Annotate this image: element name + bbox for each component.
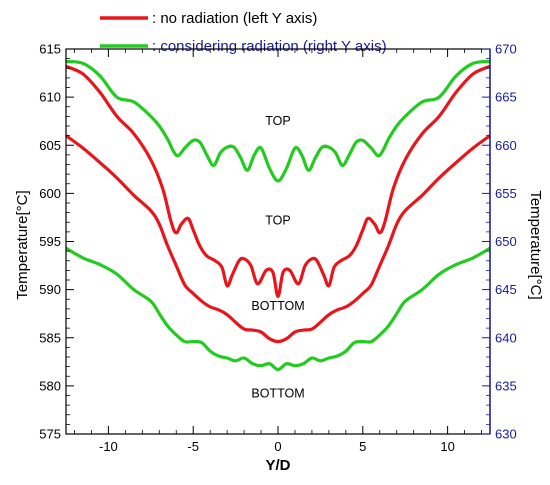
- annotation-top-0: TOP: [265, 114, 290, 128]
- plot-frame: [65, 48, 491, 435]
- left-y-tick-label: 605: [39, 138, 61, 153]
- legend: : no radiation (left Y axis) : consideri…: [100, 10, 387, 55]
- left-y-tick-label: 610: [39, 90, 61, 105]
- x-axis-title: Y/D: [265, 457, 290, 474]
- left-y-tick-label: 585: [39, 330, 61, 345]
- x-tick-label: -10: [99, 439, 118, 454]
- right-y-tick-label: 630: [495, 427, 517, 442]
- left-y-tick-label: 615: [39, 42, 61, 57]
- annotation-bottom-2: BOTTOM: [251, 299, 304, 313]
- right-y-tick-label: 670: [495, 42, 517, 57]
- right-y-tick-label: 635: [495, 378, 517, 393]
- plot-area: -10 -5 0 5 10 575 580 585 590 595 600 605 610 615 630 6…: [39, 42, 516, 455]
- series-radiation-top: [66, 59, 490, 183]
- annotation-bottom-3: BOTTOM: [251, 387, 304, 401]
- right-y-tick-label: 660: [495, 138, 517, 153]
- right-y-tick-label: 665: [495, 90, 517, 105]
- series-no-radiation-bottom: [66, 134, 490, 344]
- series-radiation-bottom: [66, 246, 490, 372]
- x-tick-label: 0: [274, 439, 281, 454]
- left-y-axis-title: Temperature[°C]: [14, 190, 31, 299]
- legend-label-no-radiation: : no radiation (left Y axis): [152, 10, 317, 27]
- right-y-axis-title: Temperature[°C]: [527, 190, 544, 299]
- x-tick-label: 10: [440, 439, 454, 454]
- left-y-tick-label: 600: [39, 186, 61, 201]
- x-tick-label: -5: [187, 439, 199, 454]
- annotation-top-1: TOP: [265, 213, 290, 227]
- x-tick-label: 5: [359, 439, 366, 454]
- right-y-tick-label: 640: [495, 330, 517, 345]
- left-y-tick-label: 575: [39, 427, 61, 442]
- legend-label-considering-radiation: : considering radiation (right Y axis): [152, 38, 387, 55]
- series-no-radiation-top: [66, 64, 490, 298]
- left-y-tick-label: 590: [39, 282, 61, 297]
- left-y-tick-label: 580: [39, 378, 61, 393]
- right-y-tick-label: 650: [495, 234, 517, 249]
- right-y-tick-label: 645: [495, 282, 517, 297]
- right-y-tick-label: 655: [495, 186, 517, 201]
- left-y-tick-label: 595: [39, 234, 61, 249]
